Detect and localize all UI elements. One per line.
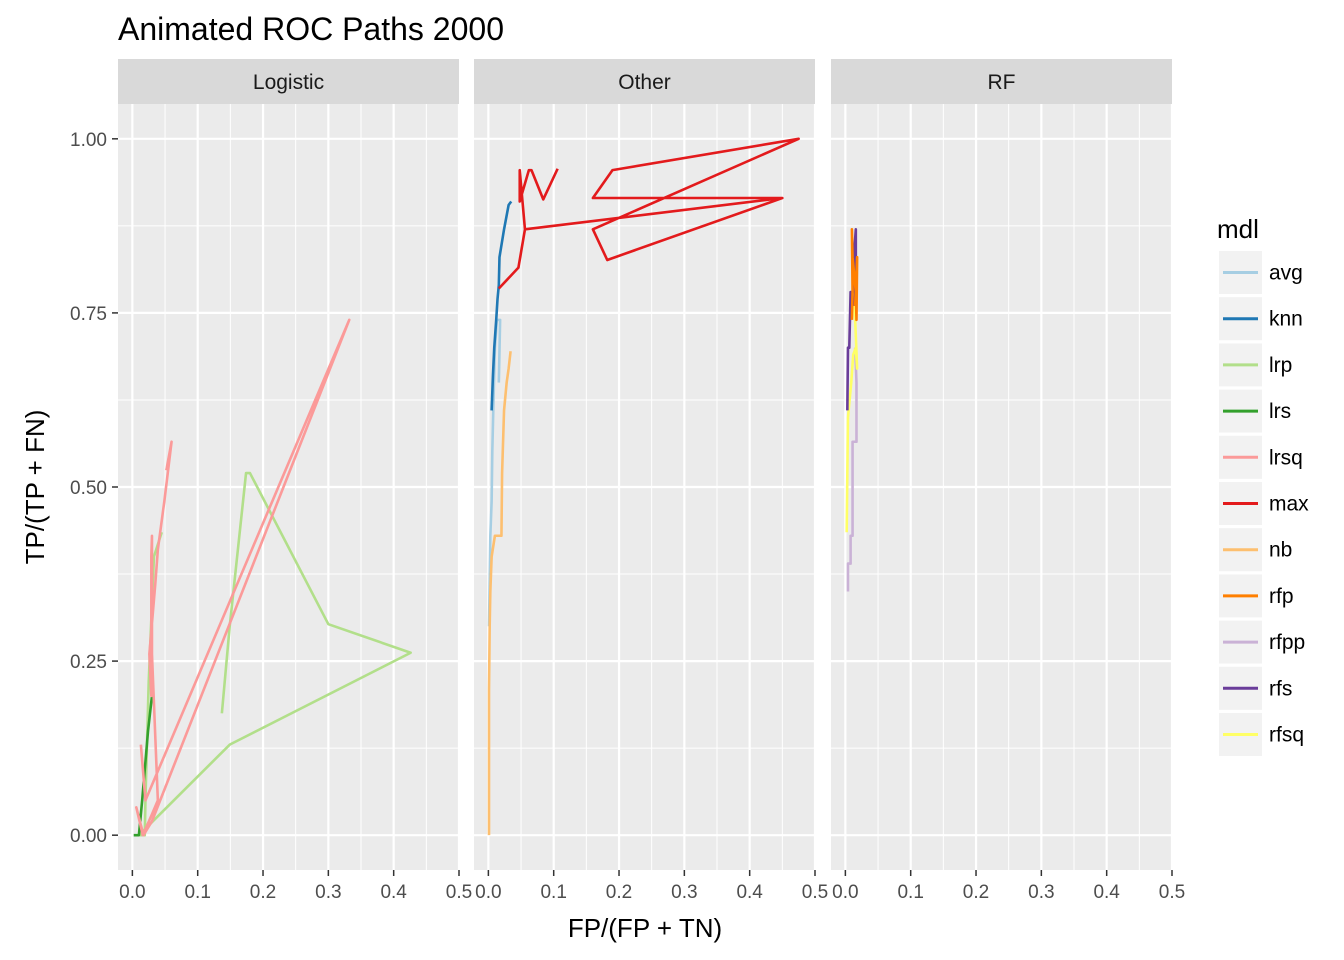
legend-item-lrp: lrp bbox=[1219, 343, 1292, 387]
series-line-lrsq bbox=[134, 318, 351, 837]
legend-label: rfsq bbox=[1269, 724, 1304, 747]
y-tick-label: 0.00 bbox=[70, 826, 107, 847]
y-tick-label: 0.50 bbox=[70, 478, 107, 499]
series-line-knn bbox=[490, 200, 513, 411]
x-tick-label: 0.3 bbox=[315, 882, 341, 903]
x-tick-label: 0.1 bbox=[184, 882, 210, 903]
legend-title: mdl bbox=[1217, 214, 1259, 244]
legend-label: rfpp bbox=[1269, 631, 1305, 654]
legend-label: rfs bbox=[1269, 677, 1292, 700]
x-tick-label: 0.1 bbox=[540, 882, 566, 903]
panel-logistic: Logistic 0.0 0.1 0.2 0.3 0.4 0.5 0.00 0.25 0.50 0.… bbox=[70, 59, 472, 903]
legend-item-rfs: rfs bbox=[1219, 666, 1292, 710]
panel-other: Other 0.0 0.1 0.2 0.3 0.4 0.5 bbox=[474, 59, 828, 903]
x-tick-label: 0.0 bbox=[475, 882, 501, 903]
panel-rf: RF 0.0 0.1 0.2 0.3 0.4 0.5 bbox=[831, 59, 1185, 903]
legend-label: max bbox=[1269, 493, 1309, 516]
x-tick-label: 0.1 bbox=[897, 882, 923, 903]
legend-label: nb bbox=[1269, 539, 1292, 562]
legend-item-rfpp: rfpp bbox=[1219, 620, 1305, 664]
x-tick-label: 0.2 bbox=[250, 882, 276, 903]
facet-strip bbox=[474, 59, 815, 104]
x-tick-label: 0.0 bbox=[832, 882, 858, 903]
y-tick-label: 0.75 bbox=[70, 304, 107, 325]
legend: avg knn lrp lrs lrsq max nb rfp rfpp rfs rfsq bbox=[1219, 251, 1309, 756]
x-tick-label: 0.4 bbox=[1093, 882, 1120, 903]
y-tick-label: 1.00 bbox=[70, 130, 107, 151]
x-tick-label: 0.3 bbox=[671, 882, 697, 903]
legend-item-lrs: lrs bbox=[1219, 389, 1291, 433]
legend-label: avg bbox=[1269, 262, 1303, 285]
facet-strip-label: Logistic bbox=[253, 71, 324, 94]
y-tick-label: 0.25 bbox=[70, 652, 107, 673]
legend-item-max: max bbox=[1219, 482, 1309, 525]
series-line-rfsq bbox=[845, 291, 859, 533]
series-line-rfpp bbox=[846, 347, 858, 592]
legend-item-knn: knn bbox=[1219, 297, 1303, 341]
series-line-lrs bbox=[133, 695, 154, 837]
x-tick-label: 0.5 bbox=[446, 882, 472, 903]
x-tick-label: 0.0 bbox=[119, 882, 145, 903]
legend-item-nb: nb bbox=[1219, 528, 1292, 572]
series-line-rfp bbox=[850, 228, 859, 322]
x-tick-label: 0.4 bbox=[736, 882, 763, 903]
legend-label: lrp bbox=[1269, 354, 1292, 377]
facet-strip bbox=[831, 59, 1172, 104]
legend-item-rfsq: rfsq bbox=[1219, 713, 1304, 756]
x-tick-label: 0.5 bbox=[802, 882, 828, 903]
x-tick-label: 0.2 bbox=[963, 882, 989, 903]
x-tick-label: 0.5 bbox=[1159, 882, 1185, 903]
legend-item-rfp: rfp bbox=[1219, 574, 1294, 618]
series-line-nb bbox=[487, 351, 512, 836]
series-line-max bbox=[497, 137, 800, 290]
legend-label: lrs bbox=[1269, 400, 1291, 423]
y-axis-title: TP/(TP + FN) bbox=[20, 410, 50, 565]
series-line-avg bbox=[487, 318, 502, 627]
legend-label: knn bbox=[1269, 308, 1303, 331]
facet-panels: Logistic 0.0 0.1 0.2 0.3 0.4 0.5 0.00 0.25 0.50 0.… bbox=[70, 59, 1185, 903]
x-tick-label: 0.2 bbox=[606, 882, 632, 903]
series-line-lrp bbox=[137, 471, 412, 837]
legend-label: lrsq bbox=[1269, 446, 1303, 469]
legend-label: rfp bbox=[1269, 585, 1294, 608]
facet-strip-label: Other bbox=[618, 71, 671, 94]
facet-strip bbox=[118, 59, 459, 104]
legend-item-lrsq: lrsq bbox=[1219, 435, 1303, 479]
legend-item-avg: avg bbox=[1219, 251, 1303, 294]
x-tick-label: 0.3 bbox=[1028, 882, 1054, 903]
chart-title: Animated ROC Paths 2000 bbox=[118, 11, 504, 47]
x-tick-label: 0.4 bbox=[380, 882, 407, 903]
x-axis-title: FP/(FP + TN) bbox=[568, 913, 722, 943]
facet-strip-label: RF bbox=[988, 71, 1016, 94]
